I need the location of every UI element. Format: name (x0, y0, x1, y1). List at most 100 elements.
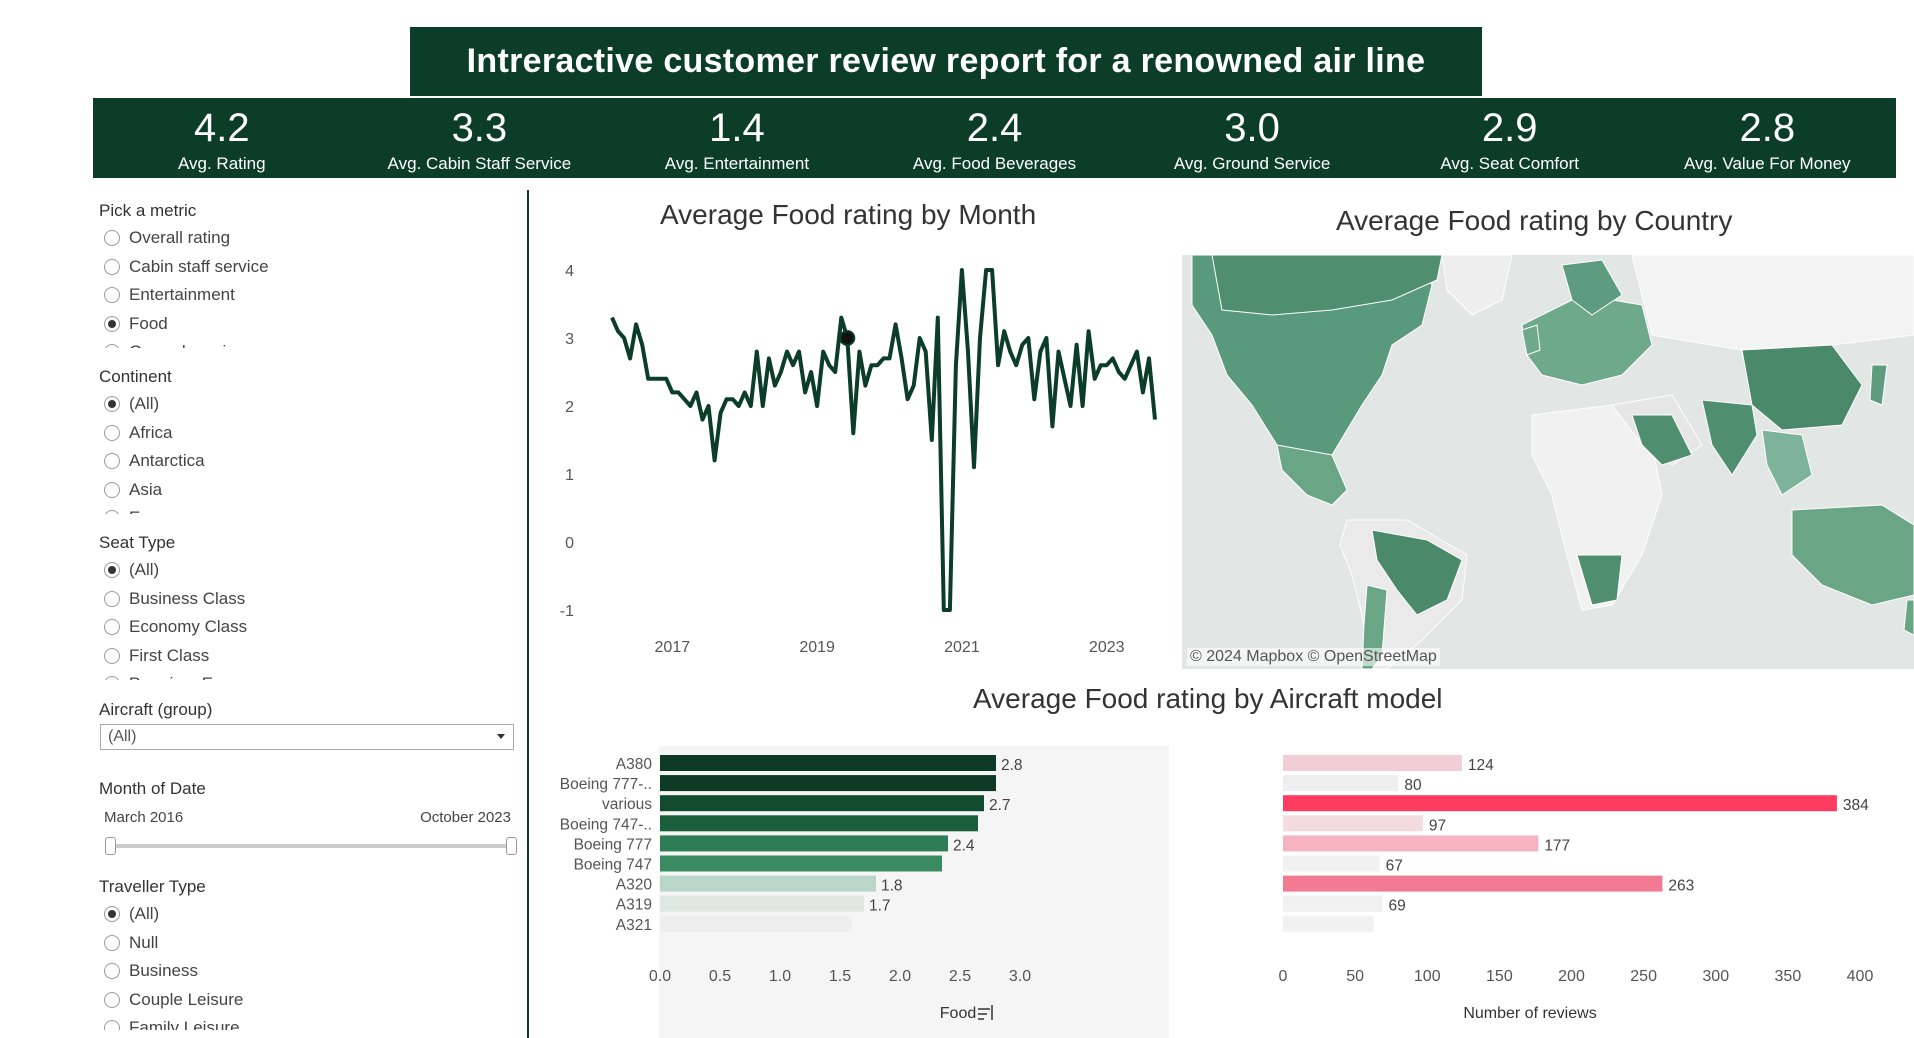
reviews-bar-data-label: 384 (1843, 797, 1869, 814)
month-slider-track[interactable] (108, 844, 513, 848)
aircraft-dropdown[interactable]: (All) (100, 724, 514, 750)
reviews-bar-data-label: 69 (1389, 898, 1406, 915)
food-x-tick: 0.5 (709, 968, 731, 985)
food-x-tick: 0.0 (649, 968, 671, 985)
radio-button[interactable] (104, 647, 120, 664)
radio-button[interactable] (104, 453, 120, 470)
uk-region (1521, 324, 1541, 356)
food-bar (660, 795, 984, 812)
food-plot-background (659, 746, 1169, 1038)
traveller-option[interactable]: Couple Leisure (104, 986, 523, 1015)
kpi-label: Avg. Value For Money (1683, 154, 1851, 173)
radio-button[interactable] (104, 396, 120, 413)
food-bar (660, 835, 948, 852)
kpi-strip: 4.2 Avg. Rating 3.3 Avg. Cabin Staff Servic… (93, 98, 1896, 178)
continent-option[interactable]: Antarctica (104, 447, 523, 476)
food-bar-data-label: 1.7 (869, 898, 891, 915)
metric-option[interactable]: Cabin staff service (104, 253, 523, 282)
metric-option-label: Entertainment (129, 285, 235, 305)
food-bar (660, 815, 978, 832)
reviews-bar (1283, 855, 1380, 872)
panel-divider (527, 190, 529, 1038)
japan-region (1869, 364, 1888, 406)
radio-button[interactable] (104, 991, 120, 1008)
traveller-option[interactable]: Business (104, 957, 523, 986)
reviews-x-tick: 250 (1630, 968, 1657, 985)
radio-button[interactable] (104, 510, 120, 514)
radio-button[interactable] (104, 287, 120, 304)
metric-option-label: Food (129, 313, 168, 333)
traveller-option-label: (All) (129, 904, 160, 924)
traveller-option[interactable]: Family Leisure (104, 1014, 523, 1030)
month-slider-start-handle[interactable] (105, 837, 116, 855)
new-zealand-region (1903, 599, 1914, 636)
chevron-down-icon (497, 734, 505, 739)
radio-button[interactable] (104, 619, 120, 636)
seat-option[interactable]: Economy Class (104, 613, 523, 642)
seat-option[interactable]: Business Class (104, 585, 523, 614)
category-label: Boeing 747-.. (560, 816, 652, 833)
category-label: A320 (616, 877, 653, 894)
line-chart: 4 3 2 1 0 -1 2017 2019 2021 2023 (560, 263, 1157, 656)
radio-button[interactable] (104, 481, 120, 498)
radio-button[interactable] (104, 230, 120, 247)
kpi-label: Avg. Rating (178, 154, 266, 173)
month-slider-end-handle[interactable] (506, 837, 517, 855)
radio-button[interactable] (104, 258, 120, 275)
reviews-bar (1283, 835, 1539, 852)
y-tick-label: 3 (565, 331, 574, 348)
radio-button[interactable] (104, 315, 120, 332)
country-map[interactable] (1182, 255, 1914, 669)
radio-button[interactable] (104, 906, 120, 923)
mexico-central-region (1276, 444, 1348, 506)
continent-option[interactable]: (All) (104, 390, 523, 419)
metric-filter-title: Pick a metric (99, 201, 197, 220)
radio-button[interactable] (104, 676, 120, 680)
metric-option[interactable]: Entertainment (104, 281, 523, 310)
traveller-option-label: Business (129, 961, 198, 981)
kpi-value: 1.4 (709, 106, 765, 150)
seat-type-filter-title: Seat Type (99, 533, 176, 552)
radio-button[interactable] (104, 963, 120, 980)
kpi-label: Avg. Food Beverages (912, 154, 1077, 173)
kpi-value: 4.2 (193, 106, 250, 150)
x-tick-label: 2017 (655, 639, 691, 656)
food-bar (660, 895, 864, 912)
traveller-option[interactable]: Null (104, 929, 523, 958)
radio-button[interactable] (104, 590, 120, 607)
kpi-label: Avg. Ground Service (1173, 154, 1331, 173)
seat-option[interactable]: First Class (104, 642, 523, 671)
seat-option[interactable]: Premium Economy (104, 670, 523, 680)
metric-option-label: Ground service (129, 342, 244, 348)
radio-button[interactable] (104, 344, 120, 348)
continent-filter-title: Continent (99, 367, 172, 386)
seat-option-label: Premium Economy (129, 674, 273, 680)
reviews-x-tick: 400 (1847, 968, 1874, 985)
kpi-value: 2.9 (1481, 106, 1538, 150)
radio-button[interactable] (104, 1020, 120, 1030)
kpi-card: 2.9 Avg. Seat Comfort (1381, 98, 1639, 178)
continent-option[interactable]: Asia (104, 476, 523, 505)
kpi-value: 2.8 (1739, 106, 1796, 150)
radio-button[interactable] (104, 424, 120, 441)
reviews-bar (1283, 895, 1383, 912)
radio-button[interactable] (104, 562, 120, 579)
aircraft-filter-title: Aircraft (group) (99, 700, 213, 719)
traveller-type-filter-title: Traveller Type (99, 877, 206, 896)
category-label: Boeing 777 (574, 836, 652, 853)
reviews-bar-data-label: 263 (1668, 878, 1694, 895)
y-tick-label: 4 (565, 263, 574, 280)
metric-option[interactable]: Food (104, 310, 523, 339)
radio-button[interactable] (104, 934, 120, 951)
month-start-label: March 2016 (104, 809, 184, 826)
kpi-card: 1.4 Avg. Entertainment (608, 98, 866, 178)
metric-option[interactable]: Overall rating (104, 224, 523, 253)
reviews-x-tick: 100 (1414, 968, 1441, 985)
traveller-option[interactable]: (All) (104, 900, 523, 929)
continent-option[interactable]: Africa (104, 419, 523, 448)
seat-option[interactable]: (All) (104, 556, 523, 585)
month-filter-title: Month of Date (99, 779, 206, 798)
continent-option[interactable]: Europe (104, 504, 523, 514)
metric-option[interactable]: Ground service (104, 338, 523, 348)
food-x-tick: 2.0 (889, 968, 911, 985)
